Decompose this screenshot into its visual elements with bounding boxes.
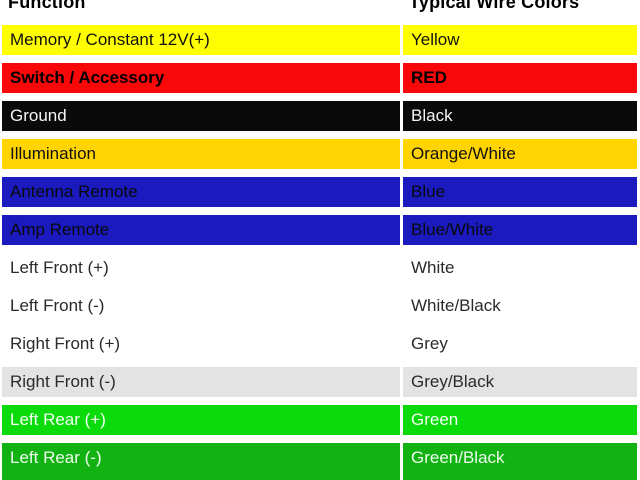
table-row: Left Front (+) White <box>2 253 637 283</box>
function-header-label: Function <box>8 0 86 12</box>
wire-color-cell: Black <box>403 101 637 131</box>
wire-color-cell: Green/Black <box>403 443 637 480</box>
function-cell: Left Front (-) <box>2 291 400 321</box>
function-cell: Illumination <box>2 139 400 169</box>
wire-color-cell: Grey/Black <box>403 367 637 397</box>
function-cell: Right Front (-) <box>2 367 400 397</box>
table-row: Memory / Constant 12V(+) Yellow <box>2 25 637 55</box>
function-cell: Amp Remote <box>2 215 400 245</box>
table-row: Switch / Accessory RED <box>2 63 637 93</box>
function-cell: Left Rear (+) <box>2 405 400 435</box>
wire-color-cell: White/Black <box>403 291 637 321</box>
table-row: Antenna Remote Blue <box>2 177 637 207</box>
function-cell: Antenna Remote <box>2 177 400 207</box>
wire-colors-header-label: Typical Wire Colors <box>409 0 580 12</box>
wire-color-cell: Grey <box>403 329 637 359</box>
table-header-row: Function Typical Wire Colors <box>2 0 637 13</box>
table-row: Left Rear (+) Green <box>2 405 637 435</box>
function-column-header: Function <box>2 0 400 13</box>
table-row: Illumination Orange/White <box>2 139 637 169</box>
table-row: Right Front (-) Grey/Black <box>2 367 637 397</box>
wire-colors-column-header: Typical Wire Colors <box>403 0 637 13</box>
function-cell: Right Front (+) <box>2 329 400 359</box>
function-cell: Left Front (+) <box>2 253 400 283</box>
function-cell: Memory / Constant 12V(+) <box>2 25 400 55</box>
function-cell: Switch / Accessory <box>2 63 400 93</box>
wire-color-cell: Yellow <box>403 25 637 55</box>
function-cell: Left Rear (-) <box>2 443 400 480</box>
table-row: Left Rear (-) Green/Black <box>2 443 637 480</box>
wire-color-cell: White <box>403 253 637 283</box>
wire-color-cell: Blue <box>403 177 637 207</box>
table-row: Right Front (+) Grey <box>2 329 637 359</box>
wire-color-cell: Blue/White <box>403 215 637 245</box>
wire-color-cell: Orange/White <box>403 139 637 169</box>
table-row: Ground Black <box>2 101 637 131</box>
function-cell: Ground <box>2 101 400 131</box>
table-row: Amp Remote Blue/White <box>2 215 637 245</box>
table-row: Left Front (-) White/Black <box>2 291 637 321</box>
wire-color-cell: Green <box>403 405 637 435</box>
wire-color-cell: RED <box>403 63 637 93</box>
